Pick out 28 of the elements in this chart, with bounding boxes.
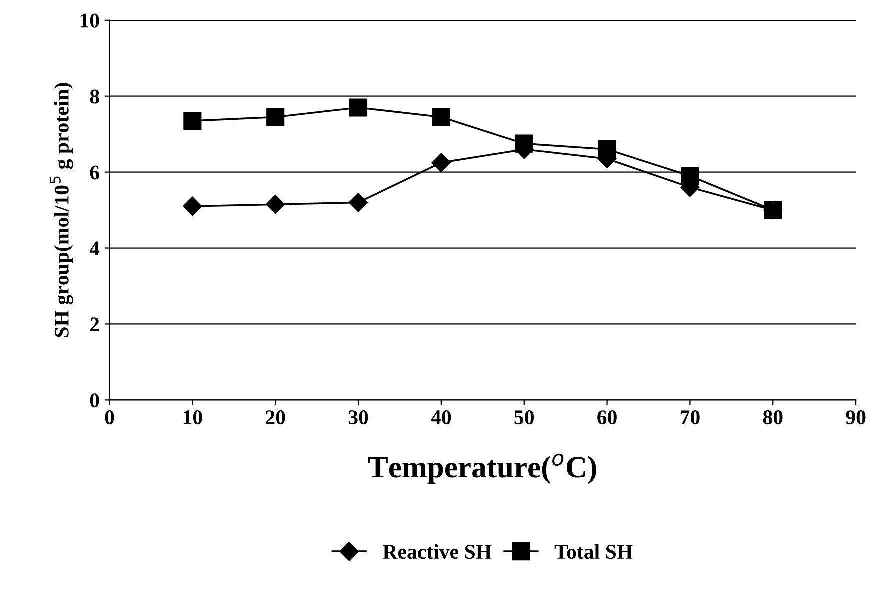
x-tick-label: 70 [680,410,700,425]
point [266,108,285,126]
point [183,196,202,216]
x-tick-label: 10 [184,410,202,425]
point [184,112,202,130]
x-tick-label: 90 [846,410,866,425]
y-tick-label: 8 [90,90,100,104]
point [349,98,368,117]
y-tick-label: 2 [90,318,100,332]
y-tick-label: 4 [90,242,100,256]
point [432,108,450,126]
x-tick-label: 20 [266,410,286,425]
y-axis-title: SH group(mol/10$^{5}$ g protein) [50,83,74,338]
x-tick-label: 40 [431,410,452,425]
x-tick-label: 80 [763,410,783,425]
point [348,193,368,212]
legend-label: Reactive SH [383,544,492,560]
y-tick-label: 6 [90,166,100,180]
x-tick-label: 60 [598,410,617,425]
x-tick-label: 0 [105,410,114,425]
legend-label: Total SH [554,544,633,560]
x-tick-label: 30 [348,410,368,425]
y-tick-label: 10 [80,14,100,28]
y-tick-label: 0 [90,394,100,408]
point [432,153,451,172]
point [266,195,286,214]
x-axis-title: Temperature($^{o}$C) [368,454,596,484]
x-tick-label: 50 [514,410,534,425]
